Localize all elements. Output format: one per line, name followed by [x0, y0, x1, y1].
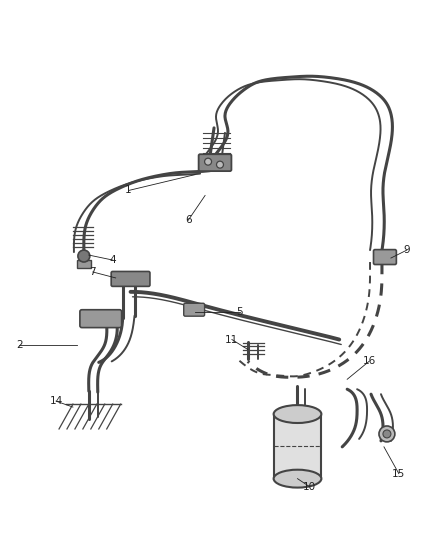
FancyBboxPatch shape — [111, 271, 150, 286]
Text: 4: 4 — [110, 255, 116, 265]
Circle shape — [216, 161, 223, 168]
Text: 7: 7 — [89, 267, 96, 277]
Circle shape — [205, 158, 212, 165]
Text: 9: 9 — [403, 245, 410, 255]
Text: 10: 10 — [303, 482, 316, 491]
Circle shape — [383, 430, 391, 438]
FancyBboxPatch shape — [198, 154, 231, 171]
Text: 11: 11 — [225, 335, 239, 344]
FancyBboxPatch shape — [80, 310, 122, 328]
Circle shape — [78, 250, 90, 262]
Text: 2: 2 — [16, 340, 23, 350]
Text: 6: 6 — [185, 215, 191, 225]
Text: 16: 16 — [362, 357, 376, 366]
Text: 14: 14 — [49, 396, 63, 406]
Ellipse shape — [274, 470, 321, 488]
Ellipse shape — [274, 405, 321, 423]
Bar — [274, 414, 321, 479]
FancyBboxPatch shape — [77, 260, 91, 268]
FancyBboxPatch shape — [184, 303, 205, 316]
Circle shape — [379, 426, 395, 442]
Text: 1: 1 — [125, 185, 132, 196]
Text: 5: 5 — [237, 306, 243, 317]
Text: 15: 15 — [392, 469, 406, 479]
FancyBboxPatch shape — [374, 249, 396, 264]
